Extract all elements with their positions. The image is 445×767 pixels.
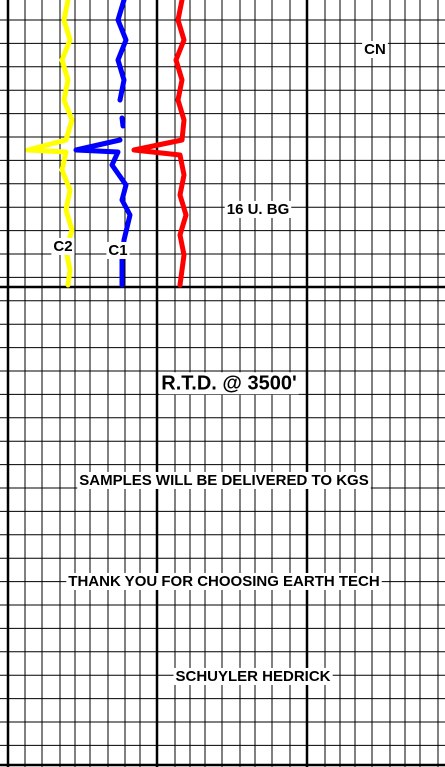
label-background: [224, 200, 292, 218]
cn-label: CN: [364, 41, 386, 58]
c2-curve: [25, 0, 75, 288]
label-background: [173, 667, 333, 685]
label-background: [77, 471, 371, 489]
label-background: [66, 572, 382, 590]
label-background: [106, 241, 130, 259]
total-gas-curve: [131, 0, 189, 288]
note: R.T.D. @ 3500': [161, 372, 296, 394]
note: SAMPLES WILL BE DELIVERED TO KGS: [79, 472, 368, 489]
note: THANK YOU FOR CHOOSING EARTH TECH: [68, 573, 379, 590]
c1-label: C1: [108, 242, 127, 259]
bg-label: 16 U. BG: [227, 201, 290, 218]
label-background: [51, 237, 75, 255]
labels: CN 16 U. BG C2 C1 R.T.D. @ 3500' SAMPLES…: [51, 40, 388, 685]
note: SCHUYLER HEDRICK: [175, 668, 330, 685]
label-background: [362, 40, 388, 58]
label-background: [159, 372, 299, 395]
c2-label: C2: [53, 238, 72, 255]
